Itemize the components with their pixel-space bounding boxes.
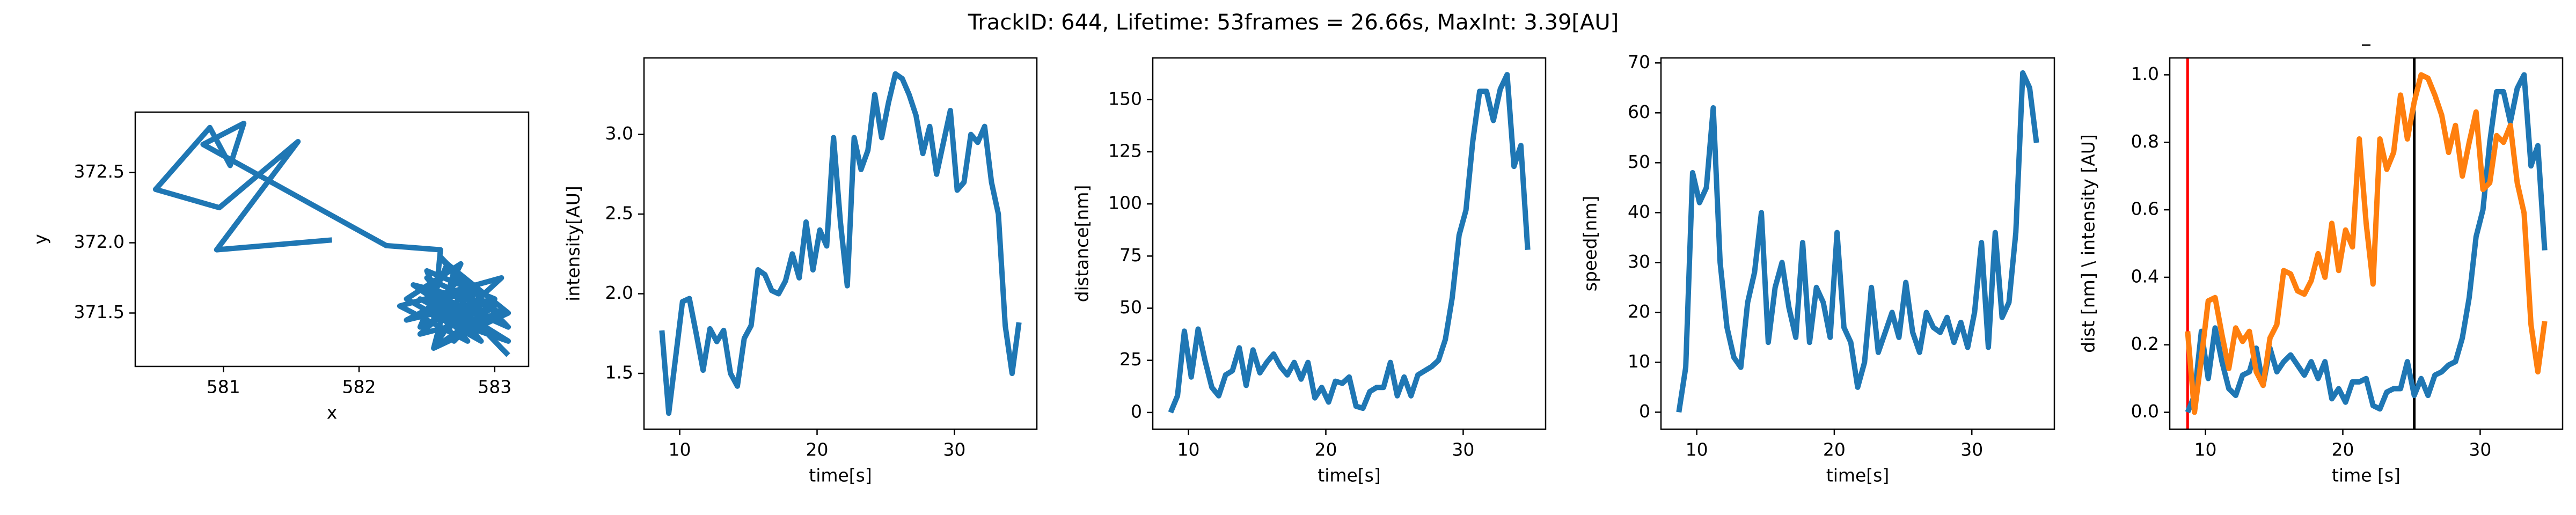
y-tick-label: 25 bbox=[1119, 349, 1142, 370]
y-tick-label: 100 bbox=[1108, 193, 1142, 214]
x-tick-label: 30 bbox=[2469, 439, 2491, 460]
axes-frame bbox=[643, 57, 1038, 430]
x-tick-label: 581 bbox=[207, 377, 240, 398]
y-tick-label: 75 bbox=[1119, 245, 1142, 266]
figure-title: TrackID: 644, Lifetime: 53frames = 26.66… bbox=[968, 10, 1619, 35]
y-tick-label: 40 bbox=[1628, 201, 1650, 222]
x-tick-label: 20 bbox=[2331, 439, 2354, 460]
x-axis-label: time [s] bbox=[2332, 465, 2401, 486]
data-line bbox=[1676, 70, 2039, 413]
y-tick-label: 372.0 bbox=[74, 231, 125, 252]
data-line bbox=[2185, 72, 2548, 415]
y-tick-label: 3.0 bbox=[605, 123, 633, 144]
y-tick-label: 371.5 bbox=[74, 301, 125, 322]
y-axis-label: distance[nm] bbox=[1072, 185, 1093, 303]
x-tick-label: 30 bbox=[1960, 439, 1983, 460]
x-tick-label: 30 bbox=[1452, 439, 1474, 460]
x-tick-label: 10 bbox=[669, 439, 691, 460]
y-tick-label: 0.8 bbox=[2131, 131, 2159, 152]
axes-frame bbox=[1152, 57, 1547, 430]
y-tick-label: 60 bbox=[1628, 101, 1650, 122]
x-tick-label: 10 bbox=[2194, 439, 2217, 460]
y-tick-label: 150 bbox=[1108, 88, 1142, 109]
x-tick-label: 30 bbox=[943, 439, 965, 460]
data-line bbox=[1168, 72, 1531, 414]
data-line bbox=[659, 71, 1022, 416]
y-tick-label: 0.4 bbox=[2131, 266, 2159, 286]
y-tick-label: 2.0 bbox=[605, 282, 633, 303]
axes-frame bbox=[134, 111, 530, 367]
x-axis-label: time[s] bbox=[1826, 465, 1890, 486]
x-axis-label: x bbox=[327, 402, 338, 423]
y-axis-label: y bbox=[30, 234, 51, 245]
x-tick-label: 20 bbox=[806, 439, 828, 460]
y-tick-label: 20 bbox=[1628, 301, 1650, 322]
y-tick-label: 0.0 bbox=[2131, 401, 2159, 422]
x-tick-label: 10 bbox=[1686, 439, 1708, 460]
y-tick-label: 2.5 bbox=[605, 203, 633, 224]
y-tick-label: 70 bbox=[1628, 52, 1650, 72]
y-tick-label: 50 bbox=[1119, 297, 1142, 318]
axes-title: – bbox=[2361, 32, 2372, 56]
x-tick-label: 582 bbox=[342, 377, 376, 398]
x-tick-label: 10 bbox=[1177, 439, 1200, 460]
x-axis-label: time[s] bbox=[1318, 465, 1381, 486]
y-tick-label: 30 bbox=[1628, 251, 1650, 272]
axes-frame bbox=[2169, 57, 2564, 430]
y-axis-label: dist [nm] \ intensity [AU] bbox=[2078, 134, 2099, 353]
y-tick-label: 0.2 bbox=[2131, 333, 2159, 354]
y-tick-label: 0.6 bbox=[2131, 198, 2159, 219]
y-axis-label: intensity[AU] bbox=[563, 186, 584, 301]
data-line bbox=[152, 121, 511, 357]
x-tick-label: 583 bbox=[478, 377, 511, 398]
y-tick-label: 1.0 bbox=[2131, 63, 2159, 84]
axes-frame bbox=[1660, 57, 2055, 430]
y-tick-label: 1.5 bbox=[605, 362, 633, 383]
y-tick-label: 0 bbox=[1131, 401, 1142, 422]
x-tick-label: 20 bbox=[1823, 439, 1846, 460]
y-tick-label: 125 bbox=[1108, 140, 1142, 161]
y-tick-label: 372.5 bbox=[74, 161, 125, 182]
y-axis-label: speed[nm] bbox=[1580, 196, 1601, 292]
y-tick-label: 10 bbox=[1628, 351, 1650, 372]
y-tick-label: 50 bbox=[1628, 151, 1650, 172]
y-tick-label: 0 bbox=[1639, 401, 1650, 422]
x-axis-label: time[s] bbox=[809, 465, 872, 486]
x-tick-label: 20 bbox=[1314, 439, 1337, 460]
